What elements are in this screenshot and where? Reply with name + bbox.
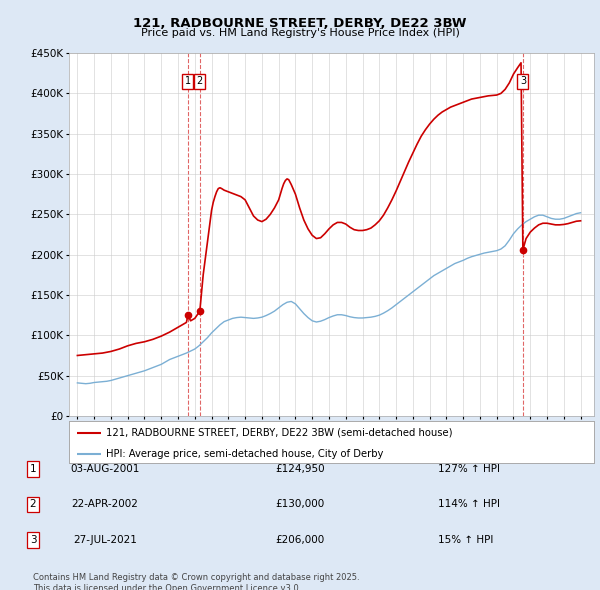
Text: 1: 1 xyxy=(185,76,191,86)
Text: 2: 2 xyxy=(197,76,203,86)
Text: 27-JUL-2021: 27-JUL-2021 xyxy=(73,535,137,545)
Text: 121, RADBOURNE STREET, DERBY, DE22 3BW: 121, RADBOURNE STREET, DERBY, DE22 3BW xyxy=(133,17,467,30)
Text: 1: 1 xyxy=(29,464,37,474)
Text: 15% ↑ HPI: 15% ↑ HPI xyxy=(438,535,493,545)
Text: £206,000: £206,000 xyxy=(275,535,325,545)
Text: 2: 2 xyxy=(29,500,37,509)
Text: 3: 3 xyxy=(29,535,37,545)
Text: £130,000: £130,000 xyxy=(275,500,325,509)
Text: 121, RADBOURNE STREET, DERBY, DE22 3BW (semi-detached house): 121, RADBOURNE STREET, DERBY, DE22 3BW (… xyxy=(106,428,452,438)
Text: 22-APR-2002: 22-APR-2002 xyxy=(71,500,139,509)
Text: £124,950: £124,950 xyxy=(275,464,325,474)
Text: 3: 3 xyxy=(520,76,526,86)
Text: 03-AUG-2001: 03-AUG-2001 xyxy=(70,464,140,474)
Text: 127% ↑ HPI: 127% ↑ HPI xyxy=(438,464,500,474)
Text: Contains HM Land Registry data © Crown copyright and database right 2025.
This d: Contains HM Land Registry data © Crown c… xyxy=(33,573,359,590)
Text: Price paid vs. HM Land Registry's House Price Index (HPI): Price paid vs. HM Land Registry's House … xyxy=(140,28,460,38)
Text: HPI: Average price, semi-detached house, City of Derby: HPI: Average price, semi-detached house,… xyxy=(106,449,383,459)
Text: 114% ↑ HPI: 114% ↑ HPI xyxy=(438,500,500,509)
